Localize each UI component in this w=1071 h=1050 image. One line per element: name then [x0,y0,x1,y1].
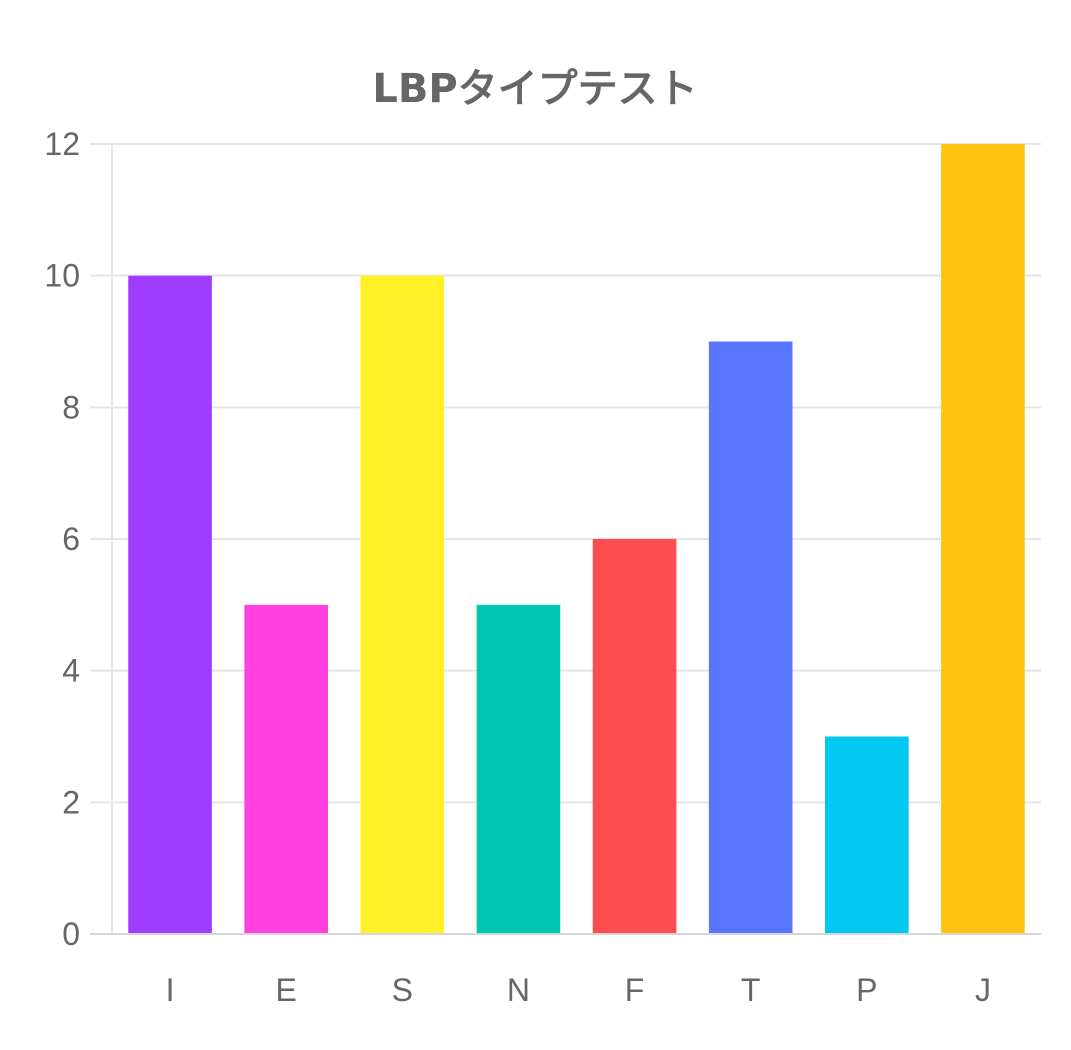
bar-p[interactable] [825,736,909,935]
bar-j[interactable] [941,144,1025,934]
x-tick-label: N [507,972,530,1008]
x-tick-label: P [856,972,877,1008]
bar-e[interactable] [244,604,328,934]
y-tick-label: 0 [62,916,80,952]
x-tick-label: T [741,972,761,1008]
bars-layer [128,144,1025,935]
grid-layer [90,143,1041,804]
y-tick-label: 6 [62,521,80,557]
y-tick-label: 12 [44,126,80,162]
labels-layer: 0 2 4 6 8 10 12 I E S N F T P J [44,126,991,1008]
x-tick-label: J [975,972,991,1008]
bar-f[interactable] [592,539,677,934]
bar-i[interactable] [128,275,212,935]
y-tick-label: 2 [62,784,80,820]
y-tick-label: 4 [62,653,80,689]
bar-s[interactable] [360,275,445,935]
y-tick-label: 8 [62,389,80,425]
bar-n[interactable] [476,604,561,934]
x-tick-label: E [276,972,297,1008]
bar-t[interactable] [708,341,793,935]
x-tick-label: S [392,972,413,1008]
axis-layer [90,144,1041,935]
x-tick-label: F [625,972,645,1008]
y-tick-label: 10 [44,258,80,294]
chart-title: LBPタイプテスト [372,66,697,112]
x-tick-label: I [166,972,175,1008]
